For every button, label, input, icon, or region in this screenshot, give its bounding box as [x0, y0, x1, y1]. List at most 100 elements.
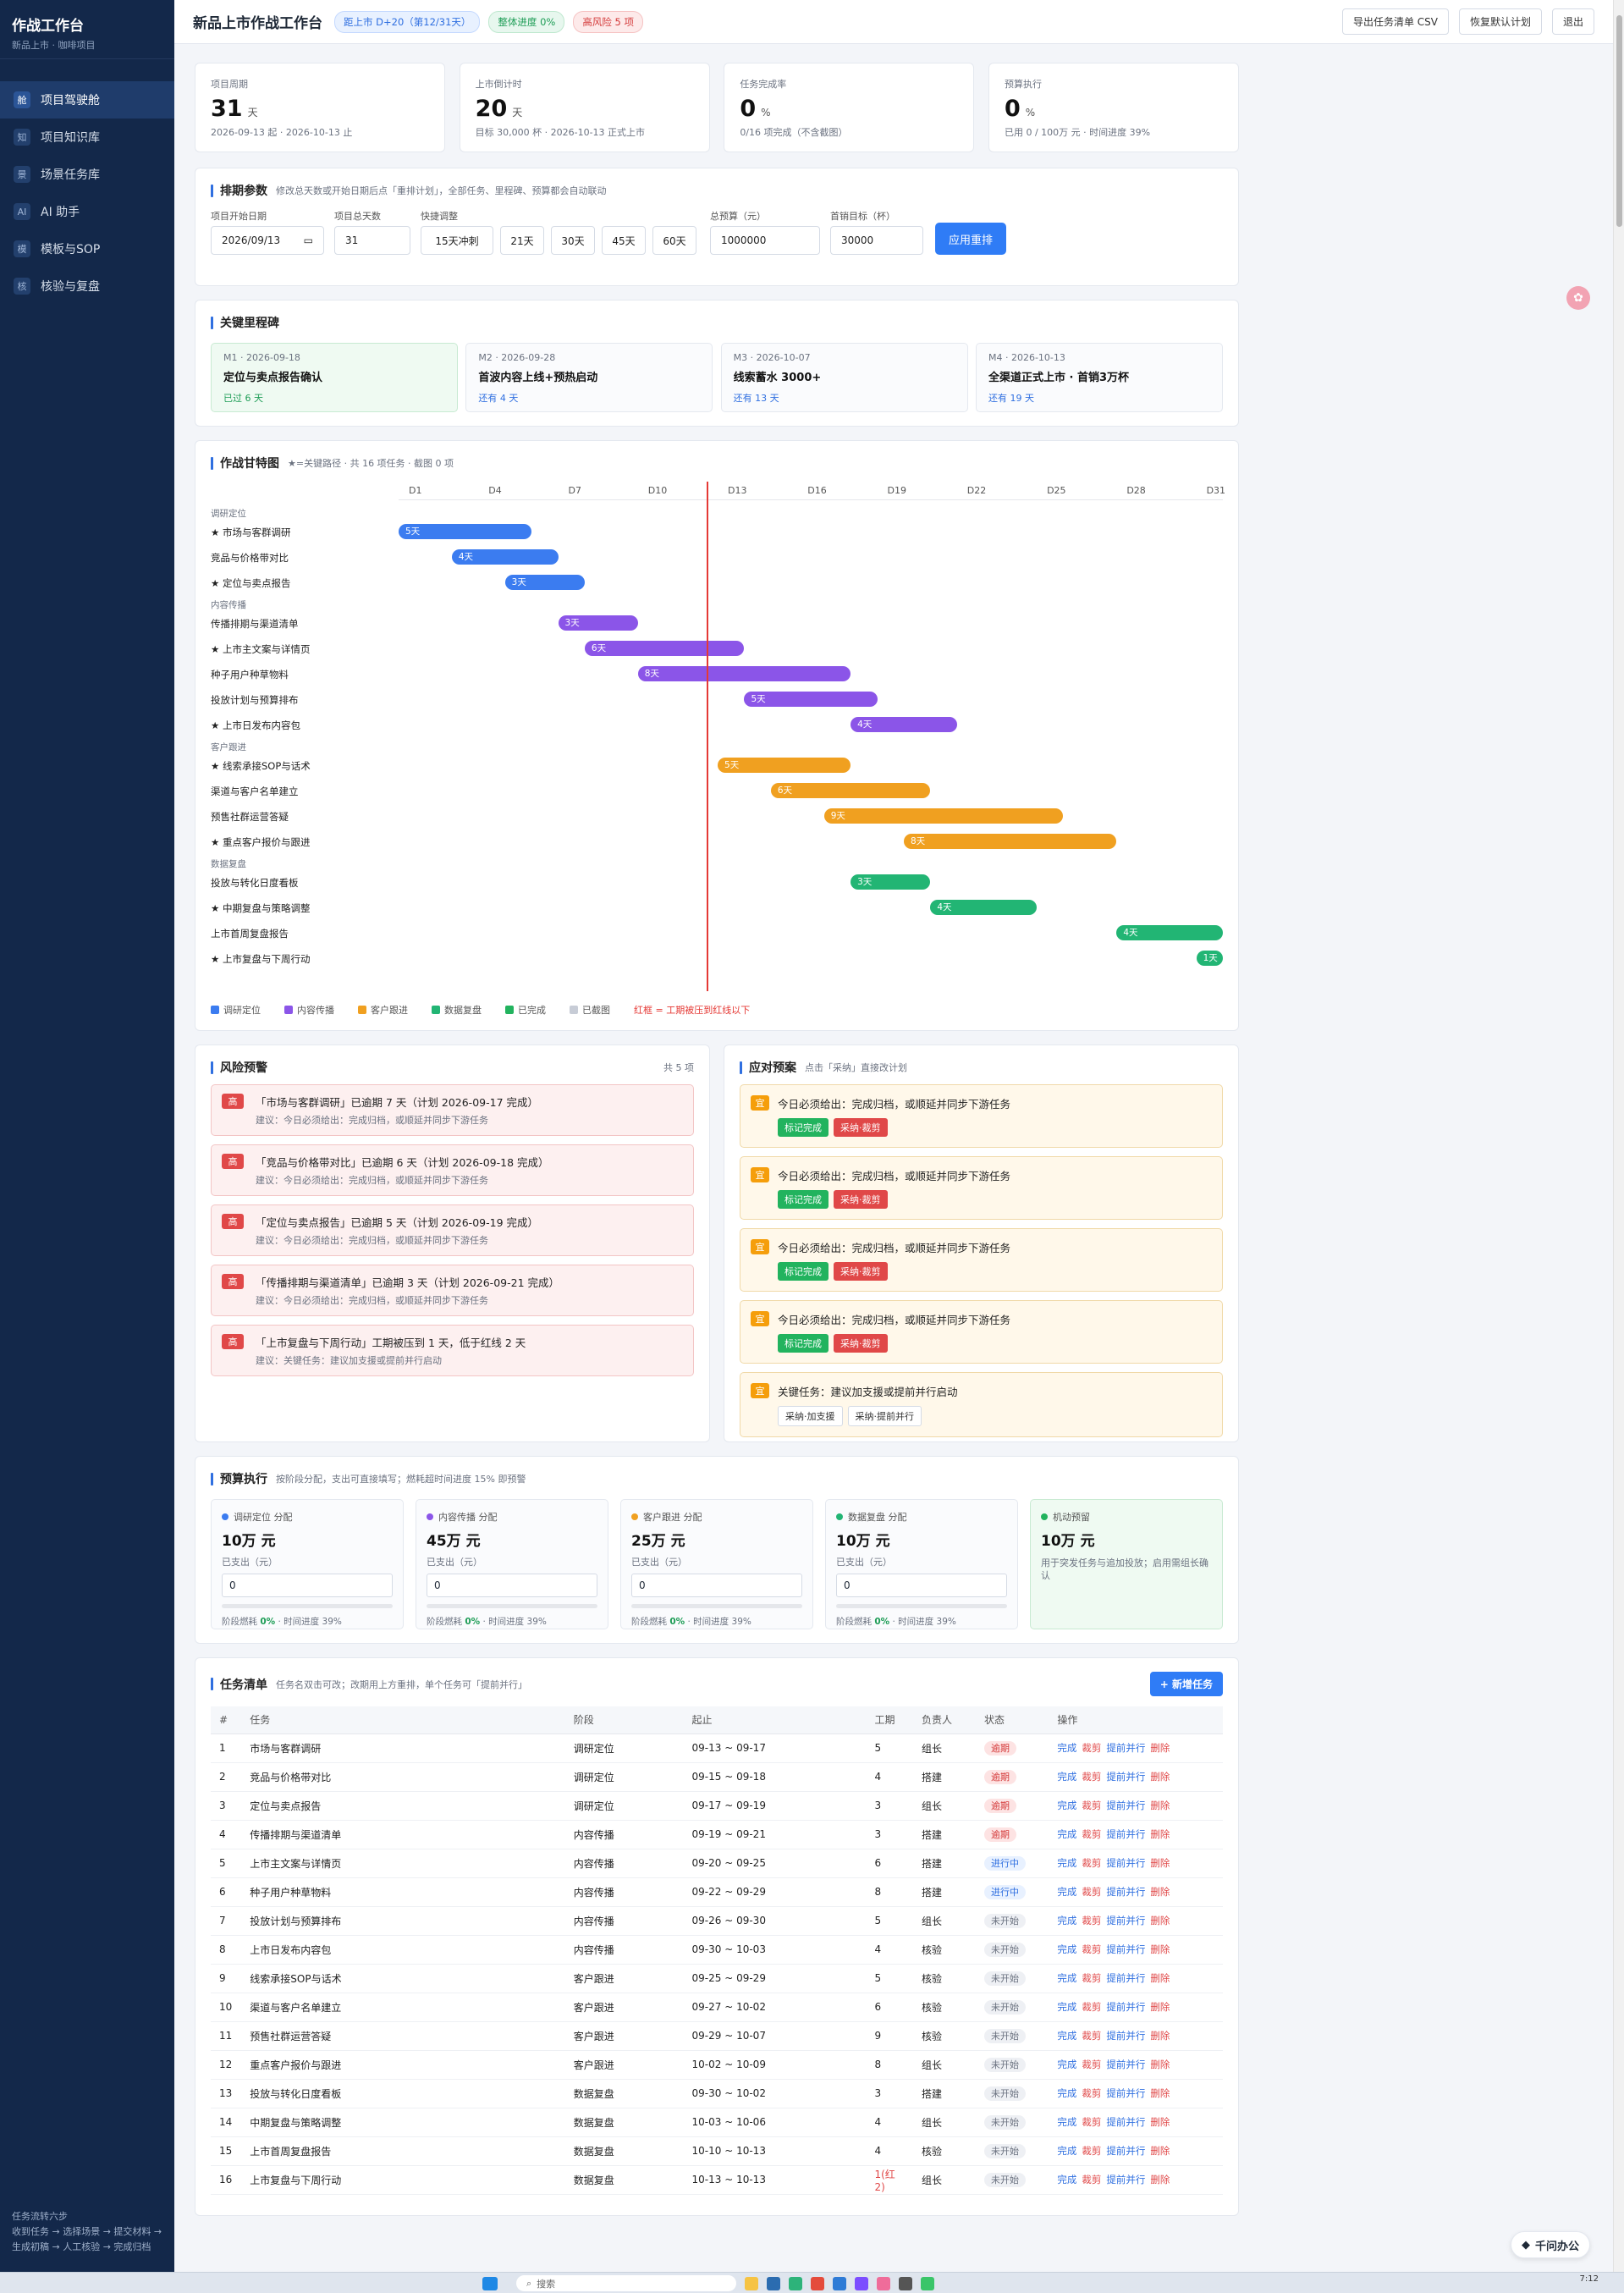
row-action-1[interactable]: 裁剪	[1082, 2145, 1102, 2157]
gantt-bar[interactable]: 3天	[504, 575, 585, 590]
cell-text[interactable]: 竞品与价格带对比	[250, 1771, 332, 1783]
row-action-0[interactable]: 完成	[1057, 1915, 1077, 1926]
export-csv-button[interactable]: 导出任务清单 CSV	[1341, 8, 1449, 35]
add-task-button[interactable]: + 新增任务	[1149, 1672, 1223, 1696]
row-action-1[interactable]: 裁剪	[1082, 1828, 1102, 1840]
row-action-0[interactable]: 完成	[1057, 2059, 1077, 2070]
row-action-1[interactable]: 裁剪	[1082, 1742, 1102, 1754]
gantt-bar[interactable]: 5天	[718, 758, 851, 773]
row-action-1[interactable]: 裁剪	[1082, 2001, 1102, 2013]
row-action-2[interactable]: 提前并行	[1106, 1828, 1146, 1840]
row-action-3[interactable]: 删除	[1150, 1771, 1170, 1783]
row-action-2[interactable]: 提前并行	[1106, 1742, 1146, 1754]
sidebar-item[interactable]: 知项目知识库	[0, 119, 174, 156]
wechat-icon[interactable]	[921, 2277, 934, 2290]
row-action-0[interactable]: 完成	[1057, 2174, 1077, 2186]
row-action-3[interactable]: 删除	[1150, 2001, 1170, 2013]
plan-action-button[interactable]: 采纳·裁剪	[834, 1118, 888, 1137]
row-action-3[interactable]: 删除	[1150, 2030, 1170, 2042]
quick-adjust-button[interactable]: 60天	[652, 226, 696, 255]
start-date-input[interactable]: 2026/09/13 ▭	[211, 226, 324, 255]
row-action-2[interactable]: 提前并行	[1106, 2059, 1146, 2070]
row-action-3[interactable]: 删除	[1150, 2174, 1170, 2186]
logout-button[interactable]: 退出	[1551, 8, 1594, 35]
plan-action-button[interactable]: 采纳·裁剪	[834, 1190, 888, 1209]
row-action-3[interactable]: 删除	[1150, 2145, 1170, 2157]
file-explorer-icon[interactable]	[745, 2277, 758, 2290]
windows-start-icon[interactable]	[482, 2277, 498, 2290]
row-action-2[interactable]: 提前并行	[1106, 2001, 1146, 2013]
row-action-2[interactable]: 提前并行	[1106, 2030, 1146, 2042]
row-action-1[interactable]: 裁剪	[1082, 1800, 1102, 1811]
row-action-1[interactable]: 裁剪	[1082, 2174, 1102, 2186]
edge-browser-icon[interactable]	[789, 2277, 802, 2290]
row-action-0[interactable]: 完成	[1057, 1828, 1077, 1840]
cell-text[interactable]: 渠道与客户名单建立	[250, 2001, 342, 2014]
assistant-float-icon[interactable]: ✿	[1566, 286, 1590, 310]
plan-action-button[interactable]: 标记完成	[778, 1118, 829, 1137]
plan-action-button[interactable]: 标记完成	[778, 1334, 829, 1353]
row-action-0[interactable]: 完成	[1057, 1771, 1077, 1783]
plan-action-button[interactable]: 标记完成	[778, 1262, 829, 1281]
row-action-0[interactable]: 完成	[1057, 1800, 1077, 1811]
gantt-bar[interactable]: 4天	[851, 717, 957, 732]
budget-input[interactable]: 1000000	[710, 226, 820, 255]
plan-action-button[interactable]: 标记完成	[778, 1190, 829, 1209]
row-action-3[interactable]: 删除	[1150, 2116, 1170, 2128]
quick-adjust-button[interactable]: 45天	[602, 226, 646, 255]
sidebar-item[interactable]: 舱项目驾驶舱	[0, 81, 174, 119]
app-icon[interactable]	[877, 2277, 890, 2290]
row-action-2[interactable]: 提前并行	[1106, 1886, 1146, 1898]
mail-icon[interactable]	[767, 2277, 780, 2290]
app-icon[interactable]	[855, 2277, 868, 2290]
row-action-0[interactable]: 完成	[1057, 1857, 1077, 1869]
plan-action-button[interactable]: 采纳·裁剪	[834, 1334, 888, 1353]
row-action-2[interactable]: 提前并行	[1106, 1800, 1146, 1811]
spent-input[interactable]: 0	[836, 1574, 1007, 1597]
row-action-3[interactable]: 删除	[1150, 1742, 1170, 1754]
row-action-1[interactable]: 裁剪	[1082, 1857, 1102, 1869]
spent-input[interactable]: 0	[631, 1574, 802, 1597]
row-action-0[interactable]: 完成	[1057, 2001, 1077, 2013]
reset-plan-button[interactable]: 恢复默认计划	[1458, 8, 1542, 35]
row-action-3[interactable]: 删除	[1150, 1972, 1170, 1984]
row-action-2[interactable]: 提前并行	[1106, 1915, 1146, 1926]
row-action-1[interactable]: 裁剪	[1082, 1972, 1102, 1984]
row-action-3[interactable]: 删除	[1150, 1915, 1170, 1926]
row-action-1[interactable]: 裁剪	[1082, 1771, 1102, 1783]
plan-action-button[interactable]: 采纳·提前并行	[847, 1406, 922, 1426]
plan-action-button[interactable]: 采纳·裁剪	[834, 1262, 888, 1281]
cell-text[interactable]: 定位与卖点报告	[250, 1800, 322, 1812]
spent-input[interactable]: 0	[427, 1574, 597, 1597]
quick-adjust-button[interactable]: 30天	[551, 226, 595, 255]
cell-text[interactable]: 上市首周复盘报告	[250, 2145, 332, 2158]
row-action-0[interactable]: 完成	[1057, 1886, 1077, 1898]
row-action-0[interactable]: 完成	[1057, 2116, 1077, 2128]
cell-text[interactable]: 线索承接SOP与话术	[250, 1972, 342, 1985]
row-action-2[interactable]: 提前并行	[1106, 2145, 1146, 2157]
page-scrollbar[interactable]	[1613, 0, 1624, 2272]
cell-text[interactable]: 预售社群运营答疑	[250, 2030, 332, 2042]
cell-text[interactable]: 投放与转化日度看板	[250, 2087, 342, 2100]
row-action-2[interactable]: 提前并行	[1106, 2087, 1146, 2099]
qianwen-float-button[interactable]: ◆ 千问办公	[1510, 2231, 1590, 2258]
row-action-0[interactable]: 完成	[1057, 2087, 1077, 2099]
sidebar-item[interactable]: 景场景任务库	[0, 156, 174, 193]
row-action-2[interactable]: 提前并行	[1106, 2174, 1146, 2186]
plan-action-button[interactable]: 采纳·加支援	[778, 1406, 843, 1426]
cell-text[interactable]: 上市日发布内容包	[250, 1943, 332, 1956]
row-action-3[interactable]: 删除	[1150, 2059, 1170, 2070]
sidebar-item[interactable]: AI AI 助手	[0, 193, 174, 230]
cell-text[interactable]: 中期复盘与策略调整	[250, 2116, 342, 2129]
chrome-browser-icon[interactable]	[811, 2277, 824, 2290]
scrollbar-thumb[interactable]	[1616, 15, 1622, 227]
gantt-bar[interactable]: 1天	[1196, 951, 1223, 966]
row-action-1[interactable]: 裁剪	[1082, 1886, 1102, 1898]
gantt-bar[interactable]: 5天	[744, 692, 878, 707]
row-action-1[interactable]: 裁剪	[1082, 2116, 1102, 2128]
row-action-3[interactable]: 删除	[1150, 1857, 1170, 1869]
row-action-1[interactable]: 裁剪	[1082, 1915, 1102, 1926]
spent-input[interactable]: 0	[222, 1574, 393, 1597]
gantt-bar[interactable]: 4天	[930, 900, 1038, 915]
cell-text[interactable]: 种子用户种草物料	[250, 1886, 332, 1899]
